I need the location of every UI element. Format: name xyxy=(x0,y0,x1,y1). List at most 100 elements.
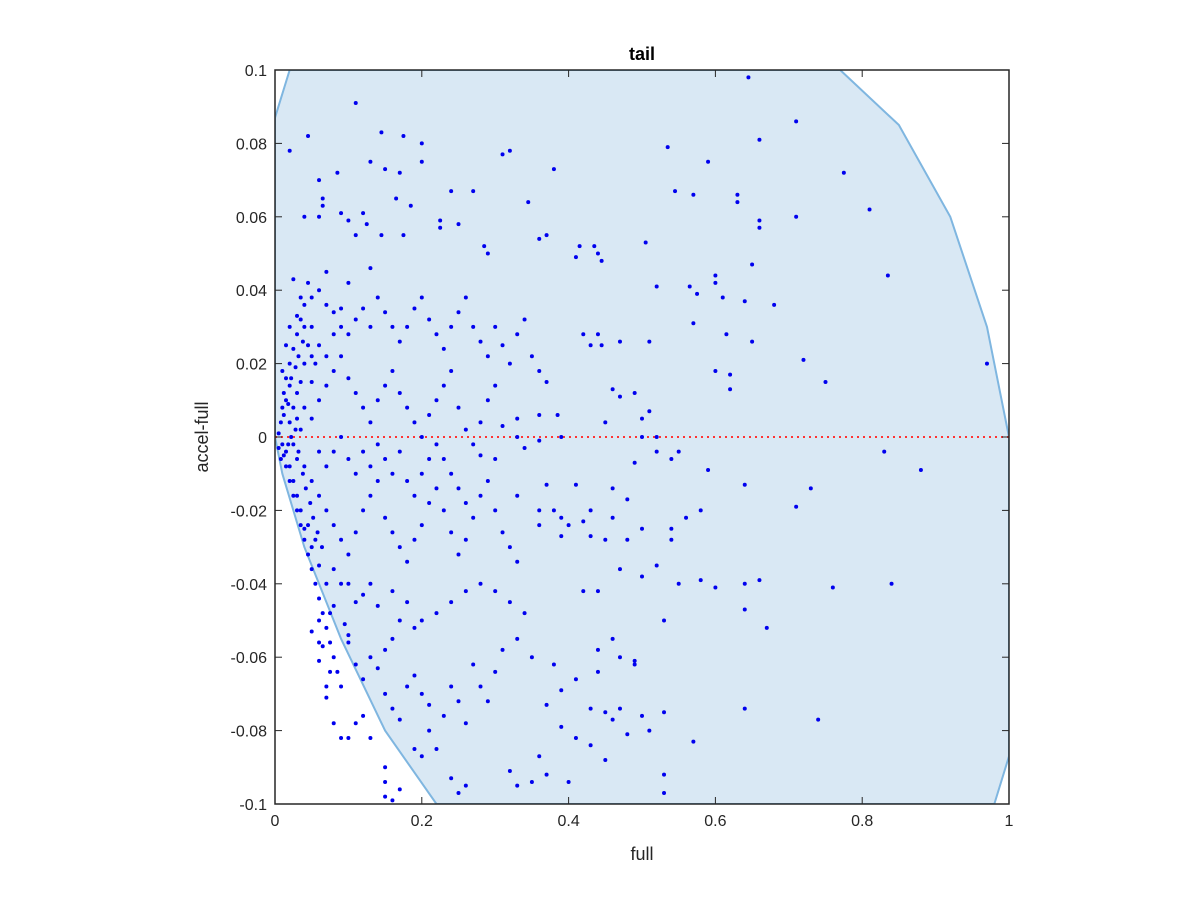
data-point xyxy=(302,324,307,329)
data-point xyxy=(478,339,483,344)
data-point xyxy=(449,530,454,535)
data-point xyxy=(515,636,520,641)
data-point xyxy=(296,354,301,359)
data-point xyxy=(676,581,681,586)
data-point xyxy=(885,273,890,278)
data-point xyxy=(526,200,531,205)
data-point xyxy=(551,508,556,513)
data-point xyxy=(296,449,301,454)
data-point xyxy=(500,530,505,535)
data-point xyxy=(346,332,351,337)
ticks-layer: 0 0.2 0.4 0.6 0.8 1 0.1 0.08 0.06 0.04 0.02 0 -0.02 -… xyxy=(231,63,1014,830)
data-point xyxy=(493,324,498,329)
data-point xyxy=(588,534,593,539)
data-point xyxy=(449,189,454,194)
x-axis-label: full xyxy=(630,844,653,864)
data-point xyxy=(588,508,593,513)
data-point xyxy=(617,706,622,711)
data-point xyxy=(313,537,318,542)
data-point xyxy=(408,203,413,208)
x-tick-label: 0.8 xyxy=(851,813,873,830)
data-point xyxy=(280,442,285,447)
data-point xyxy=(331,523,336,528)
data-point xyxy=(662,618,667,623)
data-point xyxy=(317,596,322,601)
data-point xyxy=(669,537,674,542)
data-point xyxy=(537,508,542,513)
data-point xyxy=(757,578,762,583)
data-point xyxy=(581,332,586,337)
data-point xyxy=(493,457,498,462)
data-point xyxy=(654,435,659,439)
data-point xyxy=(324,508,329,513)
data-point xyxy=(507,361,512,366)
data-point xyxy=(309,567,314,572)
data-point xyxy=(339,435,344,439)
data-point xyxy=(339,581,344,586)
data-point xyxy=(353,600,358,605)
data-point xyxy=(478,684,483,689)
data-point xyxy=(427,728,432,733)
data-point xyxy=(317,343,322,348)
data-point xyxy=(287,383,292,388)
data-point xyxy=(676,449,681,454)
data-point xyxy=(346,218,351,223)
data-point xyxy=(537,412,542,417)
data-point xyxy=(324,625,329,630)
data-point xyxy=(313,581,318,586)
data-point xyxy=(375,603,380,608)
data-point xyxy=(361,449,366,454)
data-point xyxy=(302,526,307,531)
data-point xyxy=(750,339,755,344)
data-point xyxy=(397,618,402,623)
data-point xyxy=(456,310,461,315)
data-point xyxy=(750,262,755,267)
data-point xyxy=(397,787,402,792)
data-point xyxy=(405,559,410,564)
data-point xyxy=(507,768,512,773)
data-point xyxy=(691,739,696,744)
data-point xyxy=(617,655,622,660)
data-point xyxy=(485,251,490,256)
data-point xyxy=(669,457,674,462)
y-tick-label: 0.04 xyxy=(236,283,267,300)
data-point xyxy=(471,662,476,667)
data-point xyxy=(559,515,564,520)
data-point xyxy=(500,647,505,652)
data-point xyxy=(434,398,439,403)
data-point xyxy=(449,600,454,605)
data-point xyxy=(331,368,336,373)
data-point xyxy=(324,695,329,700)
data-point xyxy=(324,464,329,469)
data-point xyxy=(449,684,454,689)
data-point xyxy=(361,677,366,682)
y-tick-label: 0.06 xyxy=(236,210,267,227)
y-tick-label: -0.08 xyxy=(231,724,268,741)
data-point xyxy=(375,666,380,671)
data-point xyxy=(441,346,446,351)
y-tick-label: -0.02 xyxy=(231,503,268,520)
data-point xyxy=(298,427,303,432)
data-point xyxy=(331,603,336,608)
data-point xyxy=(478,453,483,458)
data-point xyxy=(291,277,296,282)
data-point xyxy=(889,581,894,586)
data-point xyxy=(617,567,622,572)
data-point xyxy=(434,746,439,751)
data-point xyxy=(662,710,667,715)
data-point xyxy=(471,324,476,329)
data-point xyxy=(500,152,505,157)
data-point xyxy=(368,655,373,660)
data-point xyxy=(302,537,307,542)
data-point xyxy=(281,390,286,395)
y-tick-label: -0.04 xyxy=(231,577,268,594)
data-point xyxy=(640,526,644,531)
data-point xyxy=(419,691,424,696)
data-point xyxy=(984,361,989,366)
data-point xyxy=(331,449,336,454)
data-point xyxy=(324,269,329,274)
data-point xyxy=(368,420,373,425)
data-point xyxy=(390,368,395,373)
data-point xyxy=(632,460,637,465)
data-point xyxy=(595,251,600,256)
